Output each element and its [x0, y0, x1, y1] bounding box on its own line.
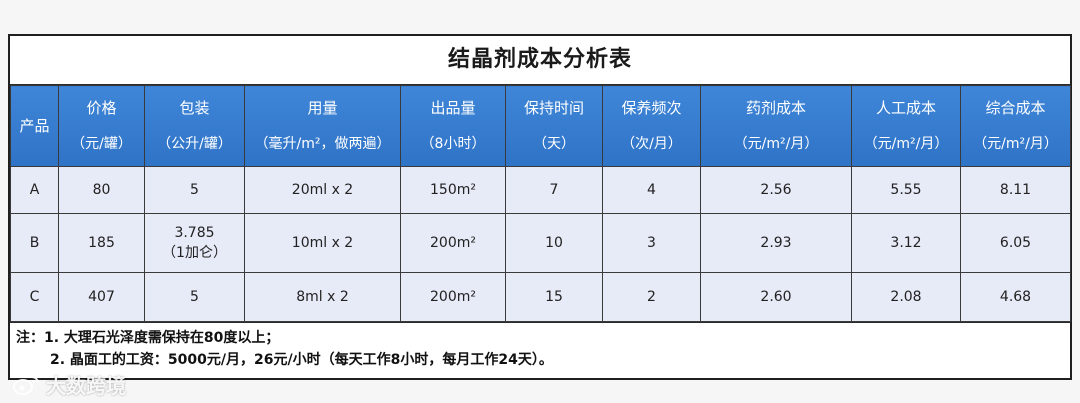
cell-pack: 5	[144, 166, 245, 214]
footnote-2: 2. 晶面工的工资：5000元/月，26元/小时（每天工作8小时，每月工作24天…	[50, 352, 553, 368]
cell-output: 200m²	[400, 213, 506, 273]
table-row: C 407 5 8ml x 2 200m² 15 2 2.60 2.08 4.6…	[10, 272, 1071, 322]
cell-labor: 3.12	[851, 213, 961, 273]
header-labor: 人工成本 （元/m²/月）	[851, 85, 961, 167]
cell-chem: 2.60	[700, 272, 852, 322]
cell-labor: 5.55	[851, 166, 961, 214]
brand-watermark: 大数跨境	[12, 370, 126, 399]
cell-price: 80	[58, 166, 145, 214]
header-output: 出品量 （8小时）	[400, 85, 506, 167]
cell-pack-value: 3.785	[174, 225, 215, 241]
cell-price: 185	[58, 213, 145, 273]
header-usage: 用量 （毫升/m²，做两遍）	[244, 85, 401, 167]
header-price: 价格 （元/罐）	[58, 85, 145, 167]
cell-total: 4.68	[960, 272, 1071, 322]
cell-product: A	[10, 166, 59, 214]
cell-total: 8.11	[960, 166, 1071, 214]
cell-pack: 3.785 （1加仑）	[144, 213, 245, 273]
table-title: 结晶剂成本分析表	[10, 36, 1070, 85]
header-freq: 保养频次 （次/月）	[602, 85, 701, 167]
header-row: 产品 价格 （元/罐） 包装 （公升/罐） 用量 （毫升/m²，做两遍） 出品量 （8小…	[10, 85, 1071, 167]
cell-product: B	[10, 213, 59, 273]
weibo-logo-icon	[13, 375, 39, 395]
header-pack: 包装 （公升/罐）	[144, 85, 245, 167]
cell-keep: 15	[505, 272, 603, 322]
cell-pack: 5	[144, 272, 245, 322]
cell-output: 150m²	[400, 166, 506, 214]
table-row: B 185 3.785 （1加仑） 10ml x 2 200m² 10 3 2.9…	[10, 213, 1071, 273]
header-keep: 保持时间 （天）	[505, 85, 603, 167]
cell-product: C	[10, 272, 59, 322]
header-total: 综合成本 （元/m²/月）	[960, 85, 1071, 167]
brand-text: 大数跨境	[46, 374, 126, 398]
cell-output: 200m²	[400, 272, 506, 322]
footnotes: 注：1. 大理石光泽度需保持在80度以上； 2. 晶面工的工资：5000元/月，…	[10, 322, 1070, 371]
cell-freq: 4	[602, 166, 701, 214]
cell-usage: 20ml x 2	[244, 166, 401, 214]
cost-table-sheet: 结晶剂成本分析表 产品 价格 （元/罐） 包装 （公升/罐） 用量 （毫升	[8, 34, 1072, 380]
cell-freq: 2	[602, 272, 701, 322]
cost-table: 产品 价格 （元/罐） 包装 （公升/罐） 用量 （毫升/m²，做两遍） 出品量 （8小…	[10, 85, 1071, 322]
cell-price: 407	[58, 272, 145, 322]
header-chem: 药剂成本 （元/m²/月）	[700, 85, 852, 167]
cell-total: 6.05	[960, 213, 1071, 273]
cell-usage: 10ml x 2	[244, 213, 401, 273]
cell-freq: 3	[602, 213, 701, 273]
header-product: 产品	[10, 85, 59, 167]
table-row: A 80 5 20ml x 2 150m² 7 4 2.56 5.55 8.11	[10, 166, 1071, 214]
cell-labor: 2.08	[851, 272, 961, 322]
cell-keep: 7	[505, 166, 603, 214]
cell-pack-note: （1加仑）	[162, 245, 227, 261]
footnote-1: 注：1. 大理石光泽度需保持在80度以上；	[16, 330, 280, 346]
cell-chem: 2.93	[700, 213, 852, 273]
cell-chem: 2.56	[700, 166, 852, 214]
cell-keep: 10	[505, 213, 603, 273]
cell-usage: 8ml x 2	[244, 272, 401, 322]
